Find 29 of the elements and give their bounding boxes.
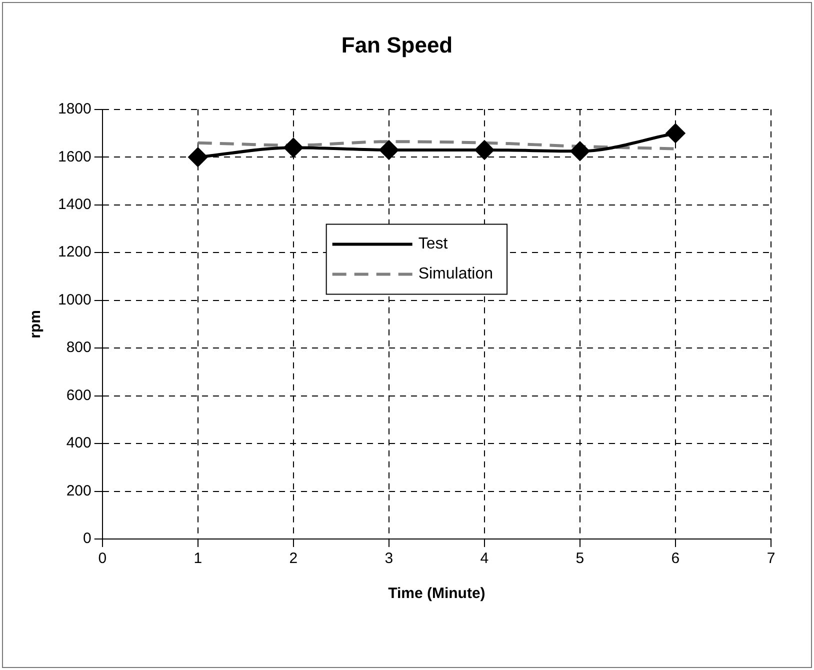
y-tick-label: 1600 [58, 148, 92, 166]
point [284, 138, 303, 158]
y-tick-label: 0 [83, 530, 92, 548]
legend-label: Test [418, 236, 448, 253]
y-tick-label: 600 [66, 386, 92, 404]
chart-title: Fan Speed [341, 32, 453, 58]
y-tick-label: 200 [66, 482, 92, 500]
x-tick-label: 4 [480, 550, 489, 568]
y-tick-label: 1400 [58, 196, 92, 214]
legend-label: Simulation [418, 266, 494, 283]
y-tick-label: 800 [66, 339, 92, 356]
point [570, 142, 590, 161]
x-tick-label: 5 [576, 550, 584, 568]
y-tick-label: 400 [66, 434, 92, 452]
y-tick-label: 1200 [58, 244, 92, 261]
x-axis-title: Time (Minute) [388, 585, 486, 602]
y-axis-title: rpm [27, 310, 44, 338]
x-tick-label: 1 [194, 550, 202, 568]
x-tick-label: 7 [766, 550, 776, 568]
point [188, 148, 208, 167]
x-tick-label: 0 [98, 550, 107, 568]
point [666, 124, 685, 143]
x-tick-label: 2 [289, 550, 298, 568]
point [379, 140, 398, 160]
y-tick-label: 1000 [58, 291, 92, 308]
point [474, 140, 494, 160]
x-tick-label: 6 [671, 550, 680, 568]
y-tick-label: 1800 [58, 100, 92, 118]
x-tick-label: 3 [384, 550, 394, 568]
